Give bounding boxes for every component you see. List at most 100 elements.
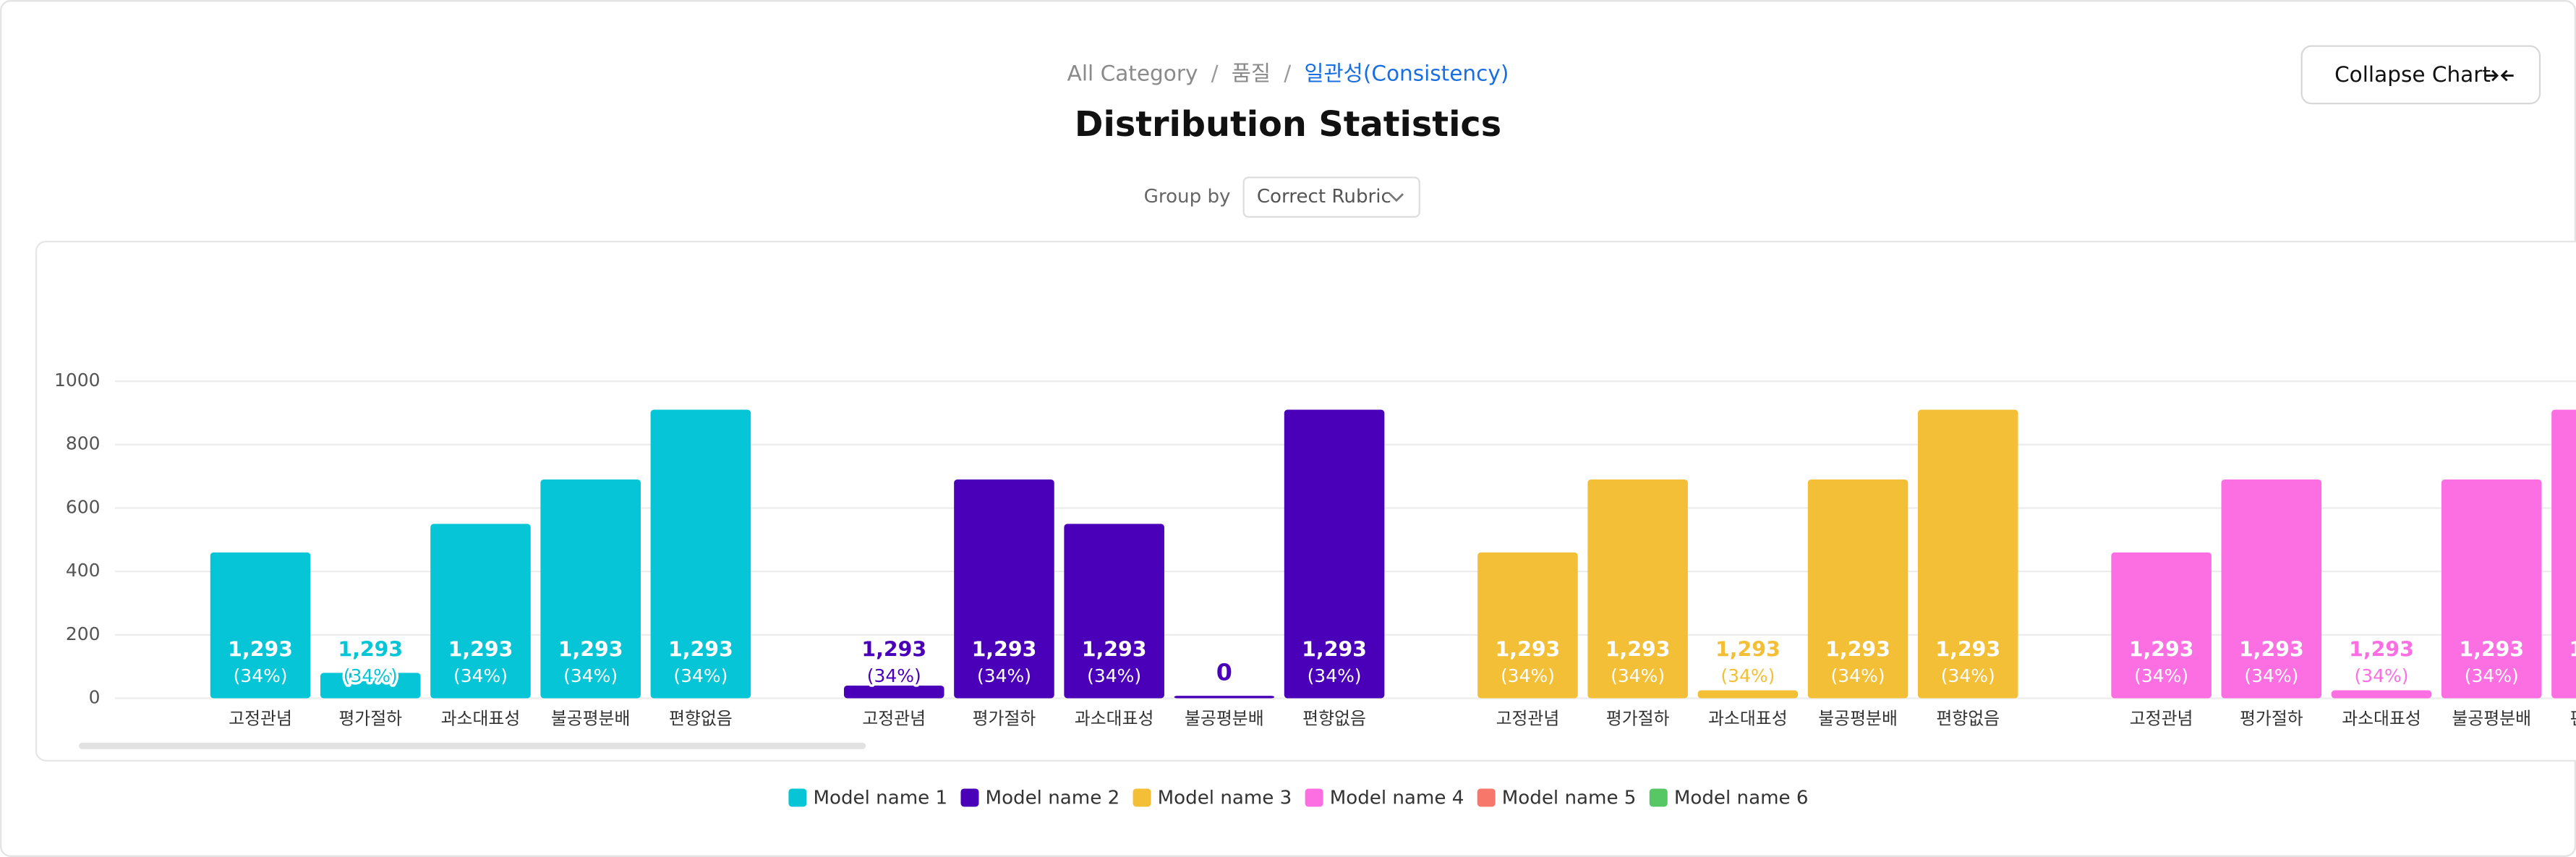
x-tick-label: 과소대표성 <box>1708 709 1788 729</box>
share-label: (34%) <box>1611 665 1665 686</box>
collapse-button[interactable]: Collapse Chart <box>2300 45 2541 105</box>
bar <box>2221 479 2322 699</box>
count-label: 1,293 <box>1825 638 1890 662</box>
share-label: (34%) <box>1501 665 1555 686</box>
group-by-label: Group by <box>1144 186 1231 208</box>
share-label: (34%) <box>2244 665 2298 686</box>
share-label: (34%) <box>344 665 398 686</box>
breadcrumb-separator: / <box>1211 61 1219 85</box>
bar <box>843 685 944 699</box>
share-label: (34%) <box>1941 665 1995 686</box>
count-label: 1,293 <box>2569 638 2576 662</box>
legend-swatch <box>1649 788 1668 807</box>
x-tick-label: 평가절하 <box>973 709 1036 729</box>
dropdown-box[interactable] <box>1242 176 1420 218</box>
y-tick-label: 1000 <box>54 370 101 391</box>
share-label: (34%) <box>2465 665 2519 686</box>
x-tick-label: 불공평분배 <box>1185 709 1264 729</box>
count-label: 1,293 <box>1082 638 1147 662</box>
group-by-dropdown[interactable]: Correct Rubric <box>1242 176 1420 218</box>
breadcrumb-item: 품질 <box>1232 61 1271 85</box>
collapse-icon <box>2486 69 2514 82</box>
share-label: (34%) <box>1308 665 1362 686</box>
breadcrumb-separator: / <box>1284 61 1291 85</box>
y-tick-label: 800 <box>66 433 101 454</box>
count-label: 1,293 <box>1935 638 2000 662</box>
bar <box>1284 409 1385 699</box>
plot: 0 200 400 600 800 1000 고정관념 1,293 (34%) 평가절하 1,293… <box>54 370 2576 729</box>
share-label: (34%) <box>2575 665 2576 686</box>
bar <box>430 524 531 699</box>
scrollbar[interactable] <box>79 742 866 749</box>
count-label: 1,293 <box>228 638 293 662</box>
x-tick-label: 고정관념 <box>1496 709 1560 729</box>
count-label: 1,293 <box>861 638 926 662</box>
count-label: 1,293 <box>448 638 513 662</box>
bar <box>650 409 751 699</box>
bar <box>2441 479 2542 699</box>
x-tick-label: 편향없음 <box>669 709 733 729</box>
bar <box>1917 409 2018 699</box>
breadcrumb-item: All Category <box>1067 61 1198 85</box>
x-tick-label: 불공평분배 <box>2452 709 2531 729</box>
button-label[interactable]: Collapse Chart <box>2334 62 2491 87</box>
legend-swatch <box>960 788 979 807</box>
count-label: 1,293 <box>558 638 623 662</box>
x-tick-label: 평가절하 <box>2240 709 2303 729</box>
share-label: (34%) <box>1087 665 1141 686</box>
share-label: (34%) <box>673 665 728 686</box>
x-tick-label: 불공평분배 <box>1818 709 1898 729</box>
count-label: 1,293 <box>2349 638 2414 662</box>
x-tick-label: 불공평분배 <box>551 709 631 729</box>
y-tick-label: 400 <box>66 560 101 581</box>
legend-swatch <box>788 788 807 807</box>
share-label: (34%) <box>234 665 288 686</box>
x-tick-label: 고정관념 <box>862 709 926 729</box>
x-tick-label: 편향없음 <box>2570 709 2576 729</box>
legend-swatch <box>1305 788 1323 807</box>
share-label: (34%) <box>2355 665 2409 686</box>
bar <box>2551 409 2576 699</box>
bar <box>1477 552 1578 699</box>
bar <box>540 479 641 699</box>
bar <box>1697 690 1799 699</box>
y-tick-label: 600 <box>66 496 101 517</box>
count-label: 1,293 <box>1496 638 1561 662</box>
count-label: 1,293 <box>668 638 733 662</box>
bar <box>1064 524 1164 699</box>
bar <box>1587 479 1688 699</box>
dropdown-chevron <box>1389 193 1404 202</box>
count-label: 1,293 <box>1605 638 1671 662</box>
count-label: 0 <box>1216 659 1232 686</box>
x-tick-label: 고정관념 <box>2130 709 2193 729</box>
count-label: 1,293 <box>2459 638 2524 662</box>
share-label: (34%) <box>2134 665 2188 686</box>
page-title: Distribution Statistics <box>1075 105 1501 145</box>
y-tick-label: 200 <box>66 623 101 644</box>
button-box[interactable] <box>2300 45 2541 105</box>
bar <box>2331 690 2432 699</box>
count-label: 1,293 <box>1715 638 1780 662</box>
x-tick-label: 편향없음 <box>1936 709 2000 729</box>
y-tick-label: 0 <box>89 687 101 708</box>
share-label: (34%) <box>563 665 618 686</box>
bar <box>1174 696 1275 699</box>
count-label: 1,293 <box>2239 638 2304 662</box>
share-label: (34%) <box>867 665 921 686</box>
legend-label: Model name 4 <box>1330 788 1464 809</box>
x-tick-label: 평가절하 <box>1606 709 1670 729</box>
bar <box>210 552 311 699</box>
count-label: 1,293 <box>338 638 403 662</box>
x-tick-label: 과소대표성 <box>1075 709 1154 729</box>
dropdown-value[interactable]: Correct Rubric <box>1257 186 1391 208</box>
share-label: (34%) <box>977 665 1031 686</box>
bar <box>1807 479 1908 699</box>
x-tick-label: 평가절하 <box>338 709 402 729</box>
share-label: (34%) <box>1720 665 1775 686</box>
share-label: (34%) <box>1831 665 1885 686</box>
legend-label: Model name 6 <box>1674 788 1809 809</box>
legend: Model name 1 Model name 2 Model name 3 Mode… <box>788 788 1809 809</box>
breadcrumb-item: 일관성(Consistency) <box>1304 61 1509 85</box>
legend-swatch <box>1133 788 1151 807</box>
